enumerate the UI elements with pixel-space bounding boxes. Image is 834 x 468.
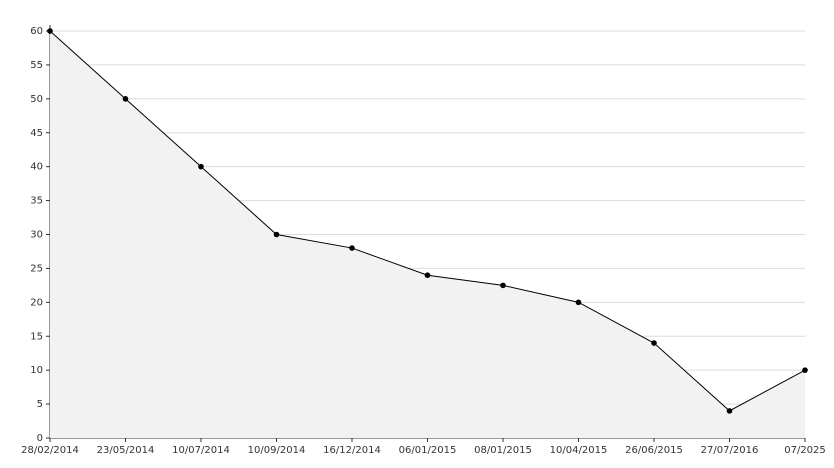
point <box>575 299 582 306</box>
y-tick-label: 35 <box>30 196 43 207</box>
y-tick-label: 55 <box>30 60 43 71</box>
y-tick-label: 25 <box>30 263 43 274</box>
y-tick-label: 15 <box>30 331 43 342</box>
x-tick-label: 10/07/2014 <box>172 445 230 456</box>
y-tick-label: 45 <box>30 128 43 139</box>
point <box>726 408 733 414</box>
y-tick-label: 0 <box>37 433 43 444</box>
point <box>122 96 129 102</box>
x-tick-label: 10/04/2015 <box>550 445 608 456</box>
y-tick-label: 60 <box>30 26 43 37</box>
area-fill <box>50 31 805 438</box>
y-tick-label: 20 <box>30 297 43 308</box>
y-tick-label: 5 <box>37 399 43 410</box>
x-tick-label: 10/09/2014 <box>248 445 306 456</box>
x-tick-label: 27/07/2016 <box>701 445 759 456</box>
point <box>651 340 657 346</box>
point <box>273 231 280 238</box>
y-tick-label: 40 <box>30 162 43 173</box>
point <box>500 282 506 289</box>
x-tick-label: 07/2025 <box>784 445 826 456</box>
point <box>198 163 204 170</box>
y-tick-label: 10 <box>30 365 43 376</box>
point <box>802 367 808 373</box>
point <box>424 272 431 279</box>
x-tick-label: 08/01/2015 <box>474 445 532 456</box>
point <box>349 245 355 251</box>
x-tick-label: 23/05/2014 <box>97 445 155 456</box>
x-tick-label: 26/06/2015 <box>625 445 683 456</box>
y-tick-label: 50 <box>30 94 43 105</box>
x-tick-label: 06/01/2015 <box>399 445 457 456</box>
point <box>47 28 53 34</box>
y-tick-label: 30 <box>30 230 43 241</box>
x-tick-label: 16/12/2014 <box>323 445 381 456</box>
x-tick-label: 28/02/2014 <box>21 445 79 456</box>
